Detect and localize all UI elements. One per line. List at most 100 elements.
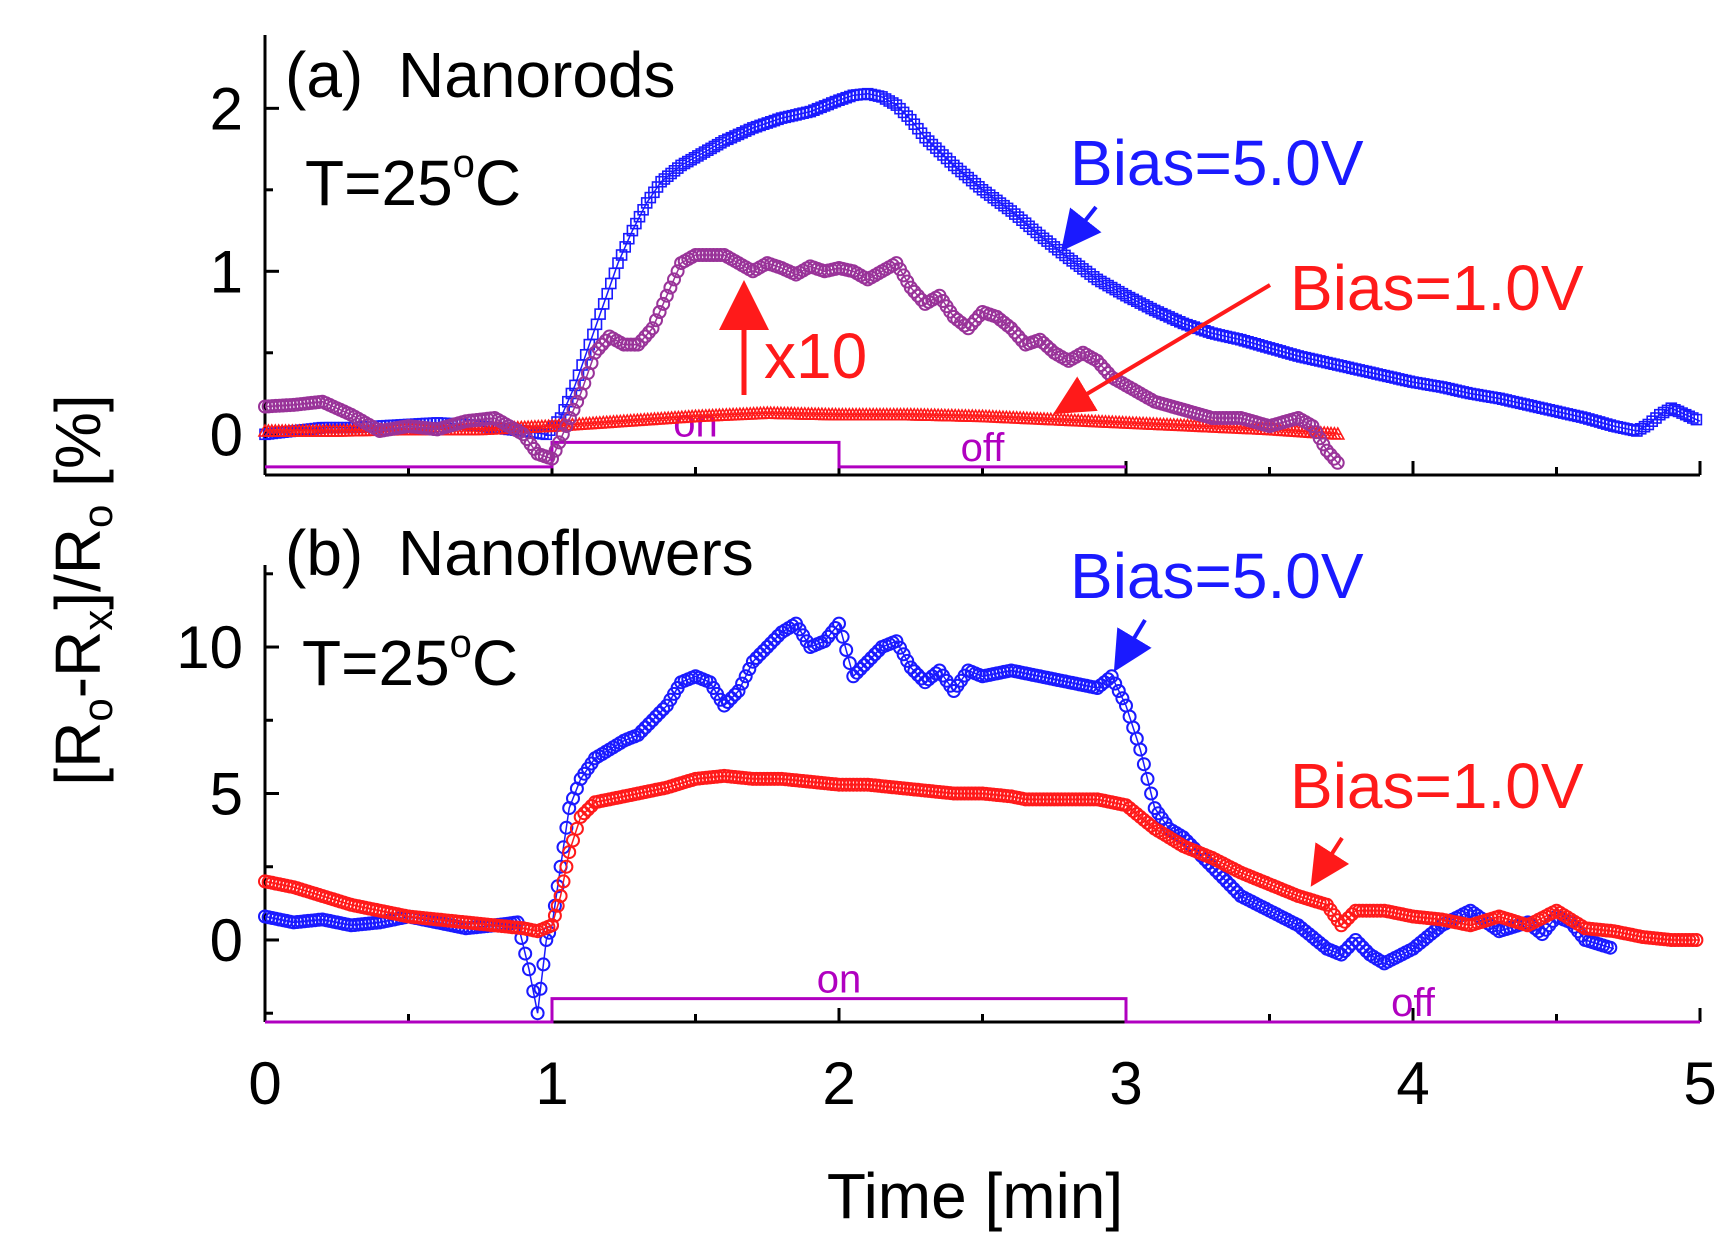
data-point: [580, 802, 595, 817]
data-point: [910, 288, 925, 303]
data-point: [767, 632, 782, 647]
data-point: [559, 859, 574, 874]
data-point: [1095, 275, 1107, 288]
data-point: [1101, 672, 1116, 687]
data-point: [919, 131, 931, 144]
data-point: [1141, 300, 1154, 313]
data-point: [1252, 338, 1265, 351]
data-point: [1108, 676, 1123, 691]
data-point: [947, 159, 960, 172]
data-point: [728, 687, 742, 702]
on-off-line: [265, 440, 1126, 469]
panel-a-bias1-label: Bias=1.0V: [1290, 252, 1584, 324]
data-point: [645, 713, 660, 728]
data-point: [749, 651, 764, 665]
data-point: [559, 820, 574, 835]
data-point: [570, 394, 585, 409]
data-point: [1105, 281, 1118, 294]
data-point: [1367, 367, 1380, 379]
off-label: off: [1391, 981, 1436, 1025]
data-point: [1109, 283, 1121, 296]
data-point: [588, 345, 602, 360]
data-point: [1202, 326, 1215, 338]
data-point: [641, 325, 656, 340]
data-point: [1012, 211, 1025, 223]
data-point: [879, 93, 892, 105]
y-tick-label: 10: [176, 614, 243, 681]
data-point: [818, 100, 831, 112]
data-point: [1687, 412, 1699, 424]
data-point: [553, 889, 568, 903]
data-point: [1145, 302, 1157, 315]
x-tick-label: 1: [535, 1050, 568, 1117]
data-point: [526, 984, 541, 999]
data-point: [562, 411, 577, 425]
data-point: [1263, 342, 1276, 354]
data-point: [1348, 933, 1363, 947]
data-point: [903, 280, 918, 295]
data-point: [760, 640, 775, 654]
data-point: [756, 643, 771, 658]
data-point: [1457, 386, 1469, 398]
data-point: [940, 152, 953, 165]
data-point: [1316, 938, 1331, 953]
data-point: [1224, 331, 1236, 344]
data-point: [890, 99, 903, 111]
data-point: [842, 656, 857, 671]
series-line: [265, 412, 1342, 436]
x-tick-label: 4: [1396, 1050, 1429, 1117]
data-point: [548, 443, 563, 458]
data-point: [1030, 226, 1043, 239]
data-point: [968, 313, 983, 328]
data-point: [955, 165, 967, 178]
data-point: [1166, 312, 1179, 325]
panel-b-bias5-arrow: [1113, 618, 1152, 672]
data-point: [1111, 684, 1126, 698]
data-point: [518, 946, 533, 961]
data-point: [1115, 691, 1130, 706]
data-point: [1015, 333, 1029, 348]
data-point: [1374, 368, 1387, 381]
data-point: [550, 898, 565, 913]
data-point: [1646, 415, 1658, 428]
data-point: [522, 962, 536, 977]
series-bias-1-0v: [258, 768, 1704, 947]
data-point: [1231, 333, 1243, 345]
data-point: [1215, 870, 1230, 885]
data-point: [555, 427, 570, 442]
y-axis-label: [Ro-Rx]/Ro [%]: [42, 394, 121, 785]
data-point: [969, 177, 982, 190]
data-point: [656, 296, 671, 311]
data-point: [1019, 217, 1032, 229]
y-tick-label: 0: [210, 401, 243, 468]
data-point: [1550, 405, 1563, 418]
data-point: [957, 318, 972, 333]
data-point: [545, 451, 559, 466]
data-point: [735, 676, 750, 691]
data-point: [619, 241, 632, 253]
x-tick-label: 2: [822, 1050, 855, 1117]
data-point: [857, 658, 872, 673]
data-point: [649, 709, 663, 724]
data-point: [1683, 410, 1695, 423]
on-off-line: [265, 997, 1700, 1024]
data-point: [889, 634, 904, 649]
data-point: [1323, 447, 1338, 462]
data-point: [1000, 318, 1015, 333]
data-point: [876, 91, 888, 103]
data-point: [1597, 417, 1609, 429]
data-point: [1091, 273, 1104, 286]
data-point: [1008, 208, 1021, 220]
data-point: [637, 204, 649, 216]
data-point: [595, 337, 610, 352]
data-point: [641, 716, 656, 731]
data-point: [530, 1006, 545, 1021]
data-point: [964, 317, 979, 332]
data-point: [907, 664, 922, 679]
panel-b-label: (b): [285, 517, 363, 589]
data-point: [1337, 914, 1352, 929]
panel-a-title: Nanorods: [398, 39, 676, 111]
data-point: [896, 647, 911, 662]
